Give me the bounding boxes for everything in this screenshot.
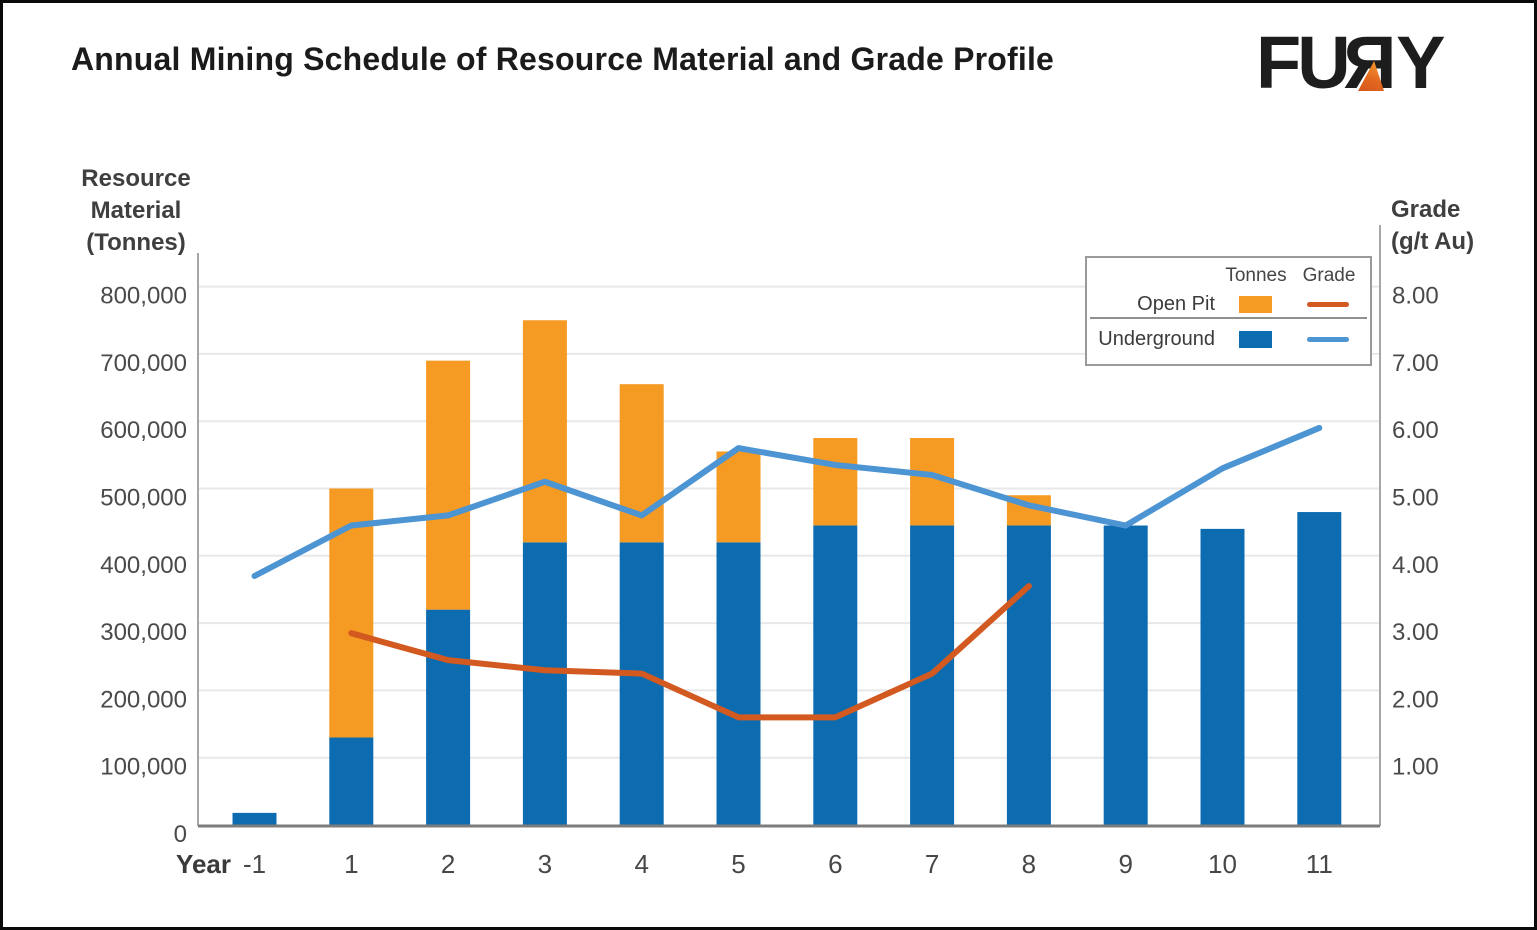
bar-open-pit-year-6: [813, 438, 858, 526]
right-axis-tick: 3.00: [1392, 619, 1439, 646]
bar-open-pit-year-5: [716, 451, 761, 543]
legend-header-tonnes: Tonnes: [1225, 265, 1287, 286]
x-axis-tick-year-2: 2: [441, 849, 455, 879]
logo-letter-y: Y: [1396, 21, 1445, 104]
bar-underground-year-8: [1006, 525, 1051, 825]
bar-underground-year-10: [1200, 528, 1245, 825]
legend-divider: [1090, 317, 1367, 319]
x-axis-tick-year-3: 3: [538, 849, 552, 879]
left-axis-title-line2: Material: [90, 197, 182, 224]
right-axis-tick: 7.00: [1392, 350, 1439, 377]
left-axis-tick: 500,000: [100, 485, 187, 512]
x-axis-label: Year: [176, 849, 231, 879]
right-axis-title-line2: (g/t Au): [1391, 228, 1475, 255]
legend-header-grade: Grade: [1302, 265, 1356, 286]
x-axis-tick-year--1: -1: [243, 849, 266, 879]
x-axis-tick-year-10: 10: [1208, 849, 1237, 879]
x-axis-tick-year-7: 7: [925, 849, 939, 879]
right-axis-title-line1: Grade: [1391, 196, 1461, 223]
right-axis-title: Grade (g/t Au): [1391, 194, 1531, 258]
left-axis-tick: 300,000: [100, 619, 187, 646]
legend-label-open-pit: Open Pit: [1137, 293, 1215, 315]
bar-underground-year-9: [1103, 525, 1148, 825]
legend-swatch-underground-line: [1307, 337, 1349, 342]
x-axis-tick-year-6: 6: [828, 849, 842, 879]
left-axis-tick: 800,000: [100, 283, 187, 310]
right-axis-tick: 4.00: [1392, 552, 1439, 579]
left-axis-tick: 100,000: [100, 754, 187, 781]
fury-logo: FURY: [1256, 21, 1471, 104]
x-axis-tick-year-9: 9: [1118, 849, 1132, 879]
bar-underground-year-1: [329, 737, 374, 825]
bar-underground-year-11: [1297, 512, 1342, 825]
right-axis-tick: 2.00: [1392, 686, 1439, 713]
bar-underground-year-6: [813, 525, 858, 825]
bar-underground-year-2: [426, 609, 471, 825]
grade-line-open-pit: [348, 583, 1032, 721]
logo-letters-fu: FU: [1256, 21, 1351, 104]
bar-underground-year-4: [619, 542, 664, 825]
legend-swatch-open-pit-line: [1307, 302, 1349, 307]
bar-open-pit-year-2: [426, 360, 471, 610]
left-axis-tick: 700,000: [100, 350, 187, 377]
chart-canvas: 0 100,000 200,000 300,000 400,000 500,000 600,…: [100, 225, 1439, 879]
right-axis-tick: 5.00: [1392, 485, 1439, 512]
x-axis-tick-year-8: 8: [1022, 849, 1036, 879]
left-axis-tick: 600,000: [100, 417, 187, 444]
left-axis-tick: 400,000: [100, 552, 187, 579]
left-axis-tick: 0: [174, 821, 187, 848]
x-axis-tick-year-4: 4: [634, 849, 648, 879]
x-axis-tick-year-5: 5: [731, 849, 745, 879]
legend-label-underground: Underground: [1098, 328, 1215, 350]
x-axis-tick-year-1: 1: [344, 849, 358, 879]
legend-swatch-underground-bar: [1239, 331, 1272, 348]
bar-underground-year-3: [522, 542, 567, 825]
left-axis-tick: 200,000: [100, 686, 187, 713]
x-axis-tick-year-11: 11: [1306, 849, 1333, 879]
bar-underground-year--1: [232, 812, 277, 825]
right-axis-tick: 1.00: [1392, 754, 1439, 781]
right-axis-tick: 6.00: [1392, 417, 1439, 444]
bar-open-pit-year-3: [522, 320, 567, 543]
grade-line-underground: [251, 424, 1323, 579]
legend-swatch-open-pit-bar: [1239, 296, 1272, 313]
left-axis-title-line3: (Tonnes): [86, 229, 186, 256]
legend: Tonnes Grade Open Pit Underground: [1085, 256, 1372, 366]
bar-underground-year-5: [716, 542, 761, 825]
page-title: Annual Mining Schedule of Resource Mater…: [71, 41, 1055, 77]
left-axis-title: Resource Material (Tonnes): [43, 163, 229, 259]
left-axis-title-line1: Resource: [81, 165, 191, 192]
bar-open-pit-year-4: [619, 384, 664, 543]
right-axis-tick: 8.00: [1392, 283, 1439, 310]
